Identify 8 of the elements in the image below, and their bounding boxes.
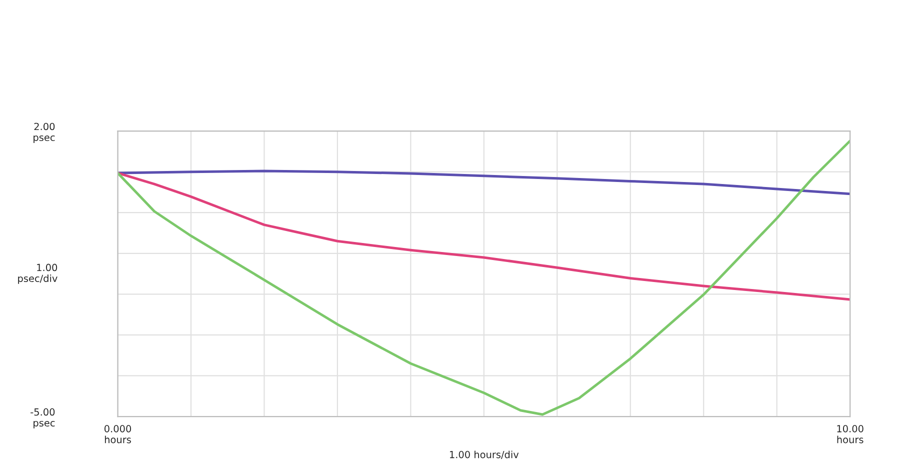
line-series bbox=[118, 170, 850, 196]
x-tick-label: 10.00 hours bbox=[837, 425, 864, 444]
x-tick-label: 0.000 hours bbox=[104, 425, 132, 444]
y-tick-label: 2.00 psec bbox=[34, 122, 55, 143]
line-series bbox=[118, 172, 850, 301]
x-axis-title: 1.00 hours/div bbox=[450, 450, 519, 459]
y-tick-label: -5.00 psec bbox=[30, 408, 55, 428]
y-axis-title: 1.00 psec/div bbox=[18, 264, 58, 284]
